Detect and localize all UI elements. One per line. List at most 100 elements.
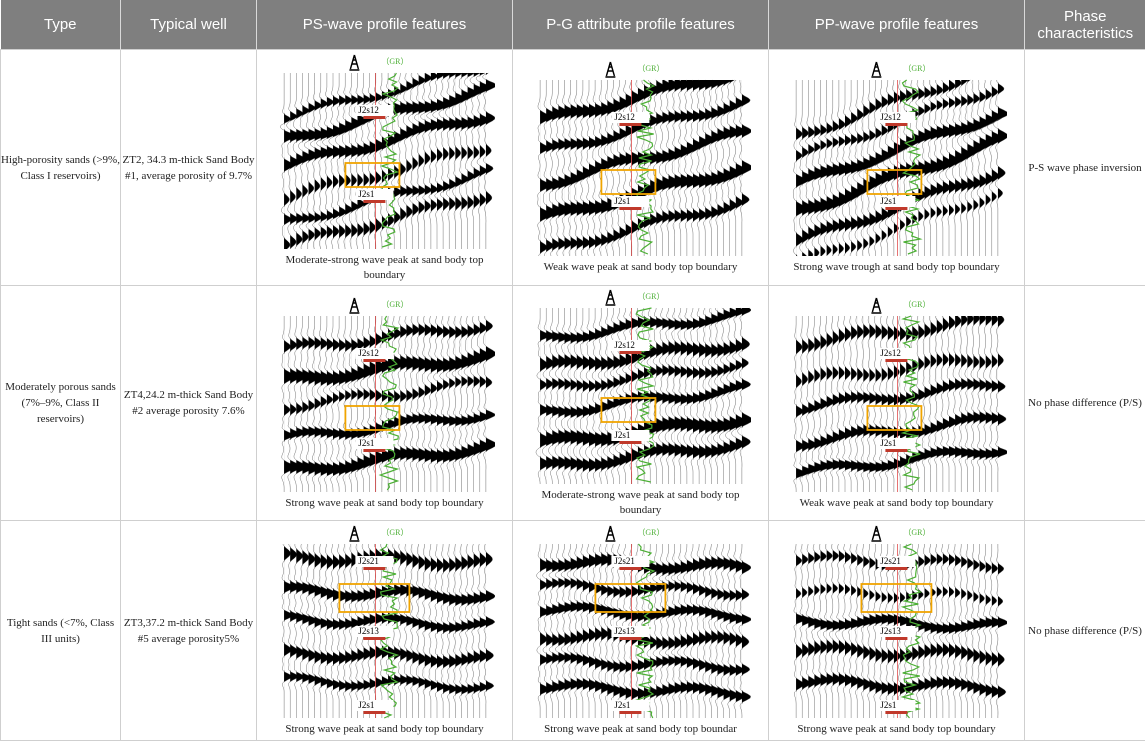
seismic-trace-fill — [716, 544, 727, 718]
horizon-mid-label-marker — [362, 637, 385, 640]
seismic-trace — [293, 544, 306, 718]
seismic-trace-fill — [399, 315, 411, 492]
seismic-trace-fill — [954, 80, 966, 256]
seismic-trace — [658, 79, 673, 256]
seismic-trace — [579, 543, 592, 718]
horizon-bottom-label: J2s1 — [614, 196, 630, 206]
seismic-trace-fill — [485, 315, 495, 492]
seismic-trace-fill — [979, 80, 990, 256]
seismic-trace — [713, 543, 727, 718]
seismic-trace-fill — [557, 544, 568, 718]
gr-log — [379, 72, 399, 248]
seismic-trace-fill — [314, 544, 324, 718]
seismic-trace-fill — [356, 72, 368, 249]
horizon-top-label-marker — [884, 123, 907, 126]
seismic-trace — [718, 307, 734, 484]
seismic-trace-fill — [454, 72, 466, 249]
horizon-bottom-label-marker — [362, 711, 385, 714]
phase-cell: No phase difference (P/S) — [1024, 520, 1145, 741]
seismic-trace — [348, 543, 361, 718]
seismic-trace — [708, 79, 722, 256]
seismic-trace-fill — [289, 544, 299, 718]
seismic-trace — [860, 543, 873, 718]
seismic-trace — [445, 315, 460, 492]
seismic-trace — [536, 80, 551, 257]
seismic-trace-fill — [326, 315, 337, 492]
seismic-trace-fill — [576, 544, 586, 718]
seismic-panel: （GR） J2s12 J2s1 — [793, 297, 1007, 492]
header-ps-wave: PS-wave profile features — [256, 0, 513, 50]
horizon-bottom-label-marker — [362, 199, 385, 203]
gr-log — [901, 79, 923, 255]
seismic-trace-fill — [295, 544, 305, 718]
gr-label: （GR） — [903, 300, 930, 309]
type-cell: High-porosity sands (>9%, Class I reserv… — [0, 49, 121, 286]
seismic-trace — [695, 79, 710, 256]
seismic-trace — [951, 79, 966, 256]
seismic-trace-fill — [570, 544, 580, 718]
seismic-trace-fill — [723, 308, 734, 484]
seismic-trace-fill — [485, 72, 495, 249]
derrick-icon — [870, 61, 881, 78]
seismic-trace-fill — [972, 544, 984, 718]
seismic-trace — [799, 543, 813, 718]
seismic-trace-fill — [674, 308, 685, 484]
seismic-trace-fill — [832, 315, 843, 492]
panel-caption: Strong wave peak at sand body top bounda… — [285, 496, 484, 509]
seismic-trace-fill — [936, 544, 947, 718]
seismic-trace — [702, 79, 716, 256]
seismic-trace-fill — [655, 308, 667, 484]
seismic-trace — [878, 315, 893, 492]
seismic-trace-fill — [826, 544, 836, 718]
seismic-trace — [854, 543, 868, 718]
seismic-trace — [299, 543, 312, 718]
seismic-trace — [926, 543, 941, 718]
seismic-trace-fill — [917, 80, 929, 256]
horizon-bottom-label: J2s1 — [880, 438, 896, 448]
pg-panel-cell: （GR） J2s12 J2s1 Moderate-strong wave peak … — [512, 285, 769, 521]
seismic-trace-fill — [795, 544, 806, 718]
seismic-trace-fill — [960, 80, 971, 256]
seismic-trace — [706, 307, 722, 484]
seismic-trace-fill — [545, 544, 555, 718]
seismic-trace-fill — [442, 544, 453, 718]
horizon-mid-label-marker — [884, 637, 907, 640]
seismic-trace-fill — [862, 315, 873, 492]
seismic-trace — [683, 307, 698, 484]
gr-log — [634, 79, 655, 255]
seismic-panel: （GR） J2s21 J2s13 J2s1 — [535, 525, 751, 719]
seismic-trace — [847, 543, 861, 718]
sand-body-box — [860, 583, 932, 613]
seismic-trace — [336, 543, 349, 718]
horizon-bottom-label-marker — [884, 448, 907, 452]
seismic-trace — [334, 72, 350, 249]
seismic-trace-fill — [418, 315, 429, 492]
seismic-trace — [378, 315, 393, 492]
seismic-trace — [403, 315, 417, 492]
seismic-trace-fill — [850, 80, 861, 256]
seismic-trace-fill — [807, 315, 818, 492]
seismic-trace — [945, 315, 960, 492]
ps-panel-cell: （GR） J2s12 J2s1 Strong wave peak at sand b… — [256, 285, 513, 521]
seismic-trace — [438, 315, 454, 492]
seismic-trace — [816, 543, 831, 718]
seismic-trace-fill — [479, 72, 490, 249]
pp-panel-cell: （GR） J2s21 J2s13 J2s1 Strong wave peak at s… — [768, 520, 1025, 741]
horizon-top-label: J2s21 — [880, 556, 901, 566]
seismic-trace — [805, 543, 819, 718]
header-pg-attribute: P-G attribute profile features — [512, 0, 769, 50]
seismic-trace-fill — [399, 72, 411, 249]
seismic-trace-fill — [570, 80, 581, 256]
ps-panel-cell: （GR） J2s21 J2s13 J2s1 Strong wave peak at s… — [256, 520, 513, 741]
seismic-trace — [317, 543, 331, 718]
seismic-panel: （GR） J2s21 J2s13 J2s1 — [281, 525, 495, 719]
seismic-trace-fill — [881, 80, 892, 256]
seismic-trace-fill — [698, 80, 710, 256]
seismic-trace-fill — [393, 315, 405, 492]
seismic-trace — [616, 80, 630, 256]
seismic-trace-fill — [997, 315, 1007, 492]
seismic-trace — [724, 307, 741, 484]
seismic-trace-fill — [381, 544, 391, 718]
seismic-trace-fill — [594, 80, 606, 256]
